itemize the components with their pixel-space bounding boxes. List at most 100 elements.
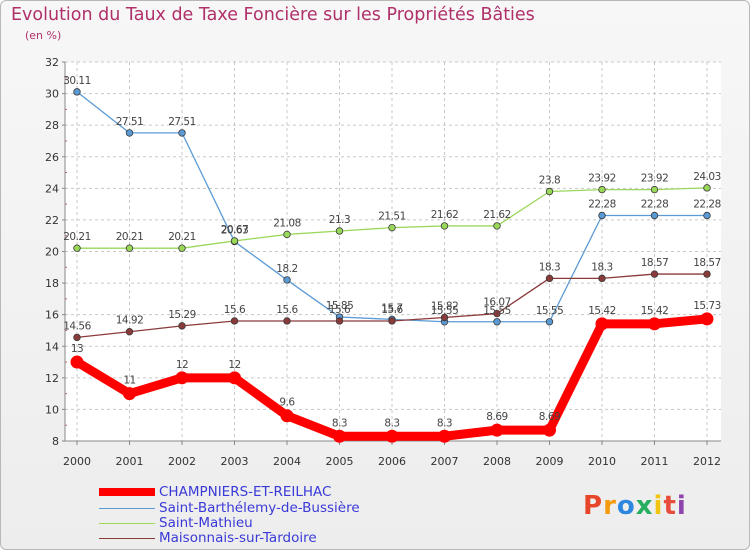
point-3-2002 [178, 322, 186, 330]
point-2-2000 [73, 244, 81, 252]
y-tick-label-24: 24 [45, 182, 59, 195]
point-2-2012 [703, 184, 711, 192]
y-tick-label-26: 26 [45, 151, 59, 164]
point-2-2007 [440, 222, 449, 230]
point-3-2008 [493, 309, 501, 318]
data-label-0-2003: 12 [228, 359, 240, 371]
chart-subtitle: (en %) [25, 29, 62, 42]
point-2-2010 [598, 185, 606, 194]
y-tick-label-20: 20 [45, 246, 59, 259]
x-tick-label-2011: 2011 [641, 455, 669, 468]
x-tick-label-2012: 2012 [693, 455, 721, 468]
data-label-1-2002: 27.51 [168, 116, 196, 128]
x-tick-label-2002: 2002 [168, 455, 196, 468]
data-label-3-2003: 15.6 [224, 304, 246, 316]
point-3-2006 [388, 317, 396, 325]
point-3-2005 [335, 317, 344, 325]
x-tick-label-2000: 2000 [63, 455, 91, 468]
point-0-2009 [543, 423, 556, 437]
data-label-1-2006: 15.7 [381, 302, 402, 314]
point-0-2004 [280, 409, 294, 423]
point-0-2002 [175, 371, 189, 385]
y-tick-label-22: 22 [45, 214, 59, 227]
data-label-1-2000: 30.11 [63, 75, 91, 87]
data-label-1-2008: 15.55 [483, 305, 511, 317]
logo-letter: i [653, 491, 664, 521]
point-0-2010 [595, 317, 609, 331]
point-0-2000 [70, 355, 84, 369]
logo-letter: r [603, 491, 617, 521]
data-label-0-2005: 8.3 [332, 417, 347, 429]
data-label-3-2006: 15.6 [381, 304, 403, 316]
legend-label-saint-barthelemy: Saint-Barthélemy-de-Bussière [159, 500, 360, 516]
chart-title: Evolution du Taux de Taxe Foncière sur l… [11, 5, 535, 25]
data-label-3-2000: 14.56 [63, 320, 91, 332]
x-tick-label-2005: 2005 [326, 455, 354, 468]
point-2-2004 [283, 230, 291, 239]
data-label-0-2009: 8.69 [539, 411, 560, 423]
point-3-2012 [703, 270, 711, 278]
point-0-2006 [385, 429, 399, 443]
y-tick-label-30: 30 [45, 88, 59, 101]
line-chart: 8 10 12 14 16 18 20 22 24 26 28 30 32 2000 2001 2002 200… [45, 56, 721, 468]
data-label-2-2001: 20.21 [116, 231, 144, 243]
point-2-2006 [388, 223, 396, 232]
point-0-2003 [228, 371, 241, 385]
point-0-2007 [438, 429, 451, 443]
data-label-0-2011: 15.42 [641, 305, 669, 317]
logo-letter: o [616, 491, 636, 521]
y-tick-label-14: 14 [45, 340, 59, 353]
data-label-2-2000: 20.21 [63, 231, 91, 243]
y-tick-label-10: 10 [45, 403, 59, 416]
y-tick-label-28: 28 [45, 119, 59, 132]
legend-swatch-champniers [99, 488, 155, 496]
point-3-2001 [125, 328, 134, 336]
data-label-0-2007: 8.3 [437, 417, 452, 429]
data-label-3-2001: 14.92 [116, 315, 144, 327]
data-label-2-2009: 23.8 [539, 174, 560, 186]
point-1-2011 [650, 211, 659, 220]
y-tick-label-8: 8 [52, 435, 59, 448]
point-3-2010 [598, 274, 606, 283]
point-2-2009 [545, 187, 554, 196]
x-tick-label-2007: 2007 [431, 455, 459, 468]
point-1-2009 [545, 318, 554, 326]
x-tick-label-2009: 2009 [536, 455, 564, 468]
data-label-2-2005: 21.3 [329, 214, 350, 226]
data-label-1-2012: 22.28 [693, 198, 721, 210]
logo-letter: x [635, 491, 654, 521]
point-0-2001 [123, 387, 136, 401]
data-label-3-2004: 15.6 [276, 304, 298, 316]
point-1-2000 [73, 88, 81, 96]
point-3-2007 [440, 313, 449, 322]
data-label-1-2005: 15.85 [326, 300, 354, 312]
point-3-2011 [650, 270, 659, 278]
data-label-3-2002: 15.29 [168, 309, 196, 321]
data-label-1-2010: 22.28 [588, 198, 616, 210]
data-label-0-2008: 8.69 [486, 411, 507, 423]
point-3-2009 [545, 274, 554, 283]
point-2-2011 [650, 185, 659, 194]
point-1-2010 [598, 211, 606, 220]
data-label-3-2011: 18.57 [641, 257, 669, 269]
data-label-2-2003: 20.67 [221, 224, 249, 236]
point-0-2005 [333, 429, 346, 443]
data-label-1-2003: 20.63 [221, 225, 249, 237]
point-1-2012 [703, 211, 711, 220]
data-label-3-2008: 16.07 [483, 297, 511, 309]
legend-swatch-maisonnais [99, 538, 155, 539]
point-0-2012 [700, 312, 714, 326]
data-label-0-2010: 15.42 [588, 305, 616, 317]
data-label-2-2012: 24.03 [693, 171, 721, 183]
data-label-2-2010: 23.92 [588, 173, 616, 185]
data-label-3-2007: 15.82 [431, 301, 459, 313]
point-1-2001 [125, 129, 134, 137]
point-3-2003 [230, 317, 239, 325]
legend-label-maisonnais: Maisonnais-sur-Tardoire [159, 530, 317, 546]
point-2-2005 [335, 227, 344, 235]
y-tick-label-16: 16 [45, 309, 59, 322]
y-tick-label-32: 32 [45, 56, 59, 69]
point-0-2008 [490, 423, 504, 437]
x-tick-label-2008: 2008 [483, 455, 511, 468]
point-2-2003 [230, 237, 239, 245]
